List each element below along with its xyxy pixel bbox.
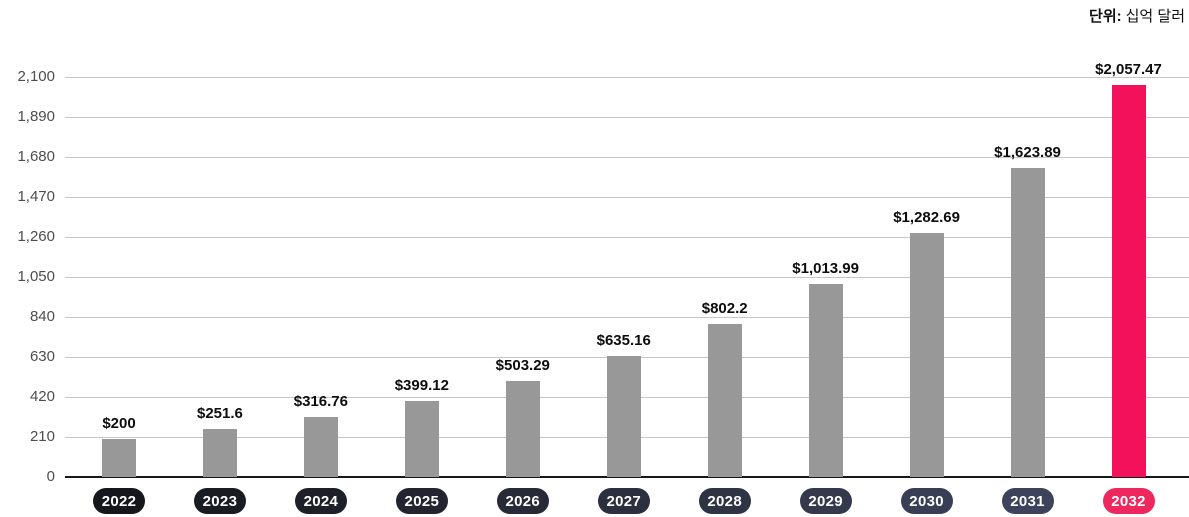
y-axis-tick-label: 1,680 bbox=[17, 148, 55, 165]
gridline bbox=[65, 77, 1189, 78]
bar-value-label: $1,623.89 bbox=[994, 143, 1061, 161]
x-axis-year-pill: 2022 bbox=[93, 488, 145, 514]
bar-value-label: $399.12 bbox=[394, 376, 449, 394]
x-axis-year-pill: 2030 bbox=[900, 488, 953, 514]
bar-value-label: $1,013.99 bbox=[792, 259, 859, 277]
bar-value-label: $251.6 bbox=[196, 405, 243, 423]
y-axis-tick-label: 1,890 bbox=[17, 108, 55, 125]
bar bbox=[707, 324, 742, 477]
bar-value-label: $802.2 bbox=[701, 300, 748, 318]
bar-highlighted bbox=[1111, 85, 1146, 477]
bar bbox=[808, 283, 843, 477]
unit-label-prefix: 단위: bbox=[1089, 8, 1122, 25]
x-axis-year-pill: 2029 bbox=[799, 488, 852, 514]
x-axis-year-pill: 2032 bbox=[1102, 488, 1155, 514]
unit-label: 단위: 십억 달러 bbox=[1089, 5, 1185, 26]
bar-value-label: $1,282.69 bbox=[893, 208, 960, 226]
x-axis-year-pill: 2031 bbox=[1001, 488, 1054, 514]
gridline bbox=[65, 157, 1189, 158]
bar bbox=[404, 400, 439, 477]
bar-value-label: $635.16 bbox=[596, 332, 651, 350]
x-axis-year-pill: 2023 bbox=[193, 488, 246, 514]
bar-value-label: $2,057.47 bbox=[1095, 61, 1162, 79]
bar bbox=[909, 232, 944, 477]
gridline bbox=[65, 277, 1189, 278]
gridline bbox=[65, 317, 1189, 318]
x-axis-year-pill: 2027 bbox=[597, 488, 650, 514]
bar bbox=[202, 429, 237, 477]
x-axis-year-pill: 2026 bbox=[496, 488, 549, 514]
y-axis-tick-label: 1,470 bbox=[17, 188, 55, 205]
x-axis-year-pill: 2024 bbox=[294, 488, 347, 514]
y-axis-tick-label: 210 bbox=[29, 428, 55, 445]
bar bbox=[1010, 167, 1045, 477]
gridline bbox=[65, 237, 1189, 238]
bar bbox=[102, 438, 136, 477]
y-axis-tick-label: 1,260 bbox=[17, 228, 55, 245]
bar bbox=[303, 416, 338, 477]
gridline bbox=[65, 117, 1189, 118]
x-axis-year-pill: 2025 bbox=[395, 488, 448, 514]
bar-value-label: $316.76 bbox=[293, 392, 348, 410]
gridline bbox=[65, 197, 1189, 198]
bar bbox=[606, 356, 641, 477]
y-axis-tick-label: 630 bbox=[29, 348, 55, 365]
x-axis-year-pill: 2028 bbox=[698, 488, 751, 514]
y-axis-tick-label: 840 bbox=[29, 308, 55, 325]
y-axis-tick-label: 420 bbox=[29, 388, 55, 405]
y-axis-tick-label: 2,100 bbox=[17, 68, 55, 85]
bar-value-label: $503.29 bbox=[495, 357, 550, 375]
bar-value-label: $200 bbox=[102, 414, 136, 432]
bar bbox=[505, 381, 540, 477]
x-axis-line bbox=[65, 476, 1189, 478]
unit-label-text: 십억 달러 bbox=[1125, 8, 1185, 25]
y-axis-tick-label: 0 bbox=[46, 468, 55, 485]
y-axis-tick-label: 1,050 bbox=[17, 268, 55, 285]
